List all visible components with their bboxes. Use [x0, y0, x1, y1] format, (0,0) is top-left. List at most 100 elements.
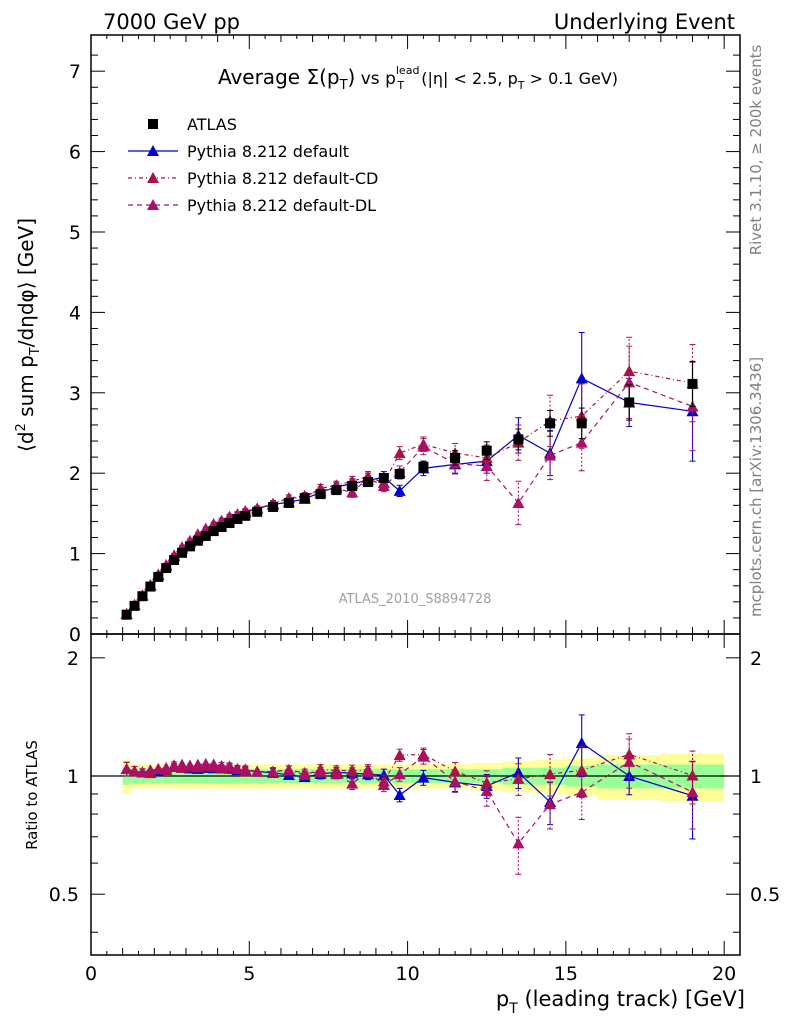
data-point [208, 526, 219, 537]
ratio-tick-label-right: 1 [750, 766, 762, 788]
y-tick-label: 1 [69, 544, 81, 566]
rivet-label: Rivet 3.1.10, ≥ 200k events [747, 45, 765, 256]
ratio-point [623, 755, 636, 767]
data-point [450, 452, 461, 463]
ratio-tick-label: 2 [67, 648, 79, 670]
title-vs-sub: T [396, 79, 404, 92]
ratio-point [239, 763, 252, 775]
ratio-point [623, 748, 636, 760]
data-point [481, 445, 492, 456]
ylabel-sub: T [28, 347, 43, 356]
data-point [393, 447, 406, 459]
y-tick-label: 4 [69, 302, 81, 324]
axis-ticks [90, 35, 740, 955]
legend-marker [147, 199, 159, 210]
data-point [252, 506, 263, 517]
data-point [575, 372, 588, 384]
x-axis-label: pT (leading track) [GeV] [496, 987, 745, 1017]
y-axis-label: ⟨d2 sum pT/dηdφ⟩ [GeV] [14, 218, 43, 452]
header-left: 7000 GeV pp [103, 10, 240, 34]
data-point [363, 477, 374, 488]
data-point [418, 461, 429, 472]
ratio-point [575, 786, 588, 798]
xlabel-tail: (leading track) [GeV] [518, 987, 745, 1011]
ratio-point [544, 798, 557, 810]
data-point [129, 600, 140, 611]
title-tail2: > 0.1 GeV) [525, 69, 619, 88]
legend-label: ATLAS [187, 115, 237, 134]
ylabel-sup: 2 [14, 423, 29, 431]
ratio-point [215, 760, 228, 772]
ratio-plot-frame [90, 633, 741, 956]
data-point [512, 496, 525, 508]
legend: ATLAS Pythia 8.212 default Pythia 8.212 de… [128, 115, 378, 215]
data-point [177, 547, 188, 558]
title-tail-sub: T [517, 79, 525, 92]
data-point [513, 434, 524, 445]
ylabel-b: sum p [14, 355, 38, 423]
ratio-point [480, 784, 493, 796]
ratio-point [512, 772, 525, 784]
ratio-point [314, 766, 327, 778]
legend-entry: Pythia 8.212 default-CD [128, 169, 378, 188]
title-vs-sup: lead [396, 64, 420, 77]
legend-entry: Pythia 8.212 default [128, 142, 349, 161]
title-average: Average [218, 65, 307, 89]
ratio-point [377, 779, 390, 791]
y-tick-label: 0 [69, 624, 81, 646]
ratio-y-axis-label: Ratio to ATLAS [23, 740, 41, 850]
data-point [393, 484, 406, 496]
x-tick-label: 10 [395, 963, 419, 985]
mcplots-label: mcplots.cern.ch [arXiv:1306.3436] [747, 357, 765, 617]
data-point [347, 481, 358, 492]
y-tick-label: 7 [69, 61, 81, 83]
ratio-tick-label: 1 [67, 766, 79, 788]
data-point [331, 485, 342, 496]
ratio-point [282, 763, 295, 775]
ratio-point [393, 768, 406, 780]
series-2 [120, 336, 699, 805]
data-point [240, 510, 251, 521]
data-point [192, 535, 203, 546]
ratio-point [393, 749, 406, 761]
x-tick-label: 5 [243, 963, 255, 985]
data-point [378, 473, 389, 484]
ratio-tick-label-right: 0.5 [750, 884, 780, 906]
data-point [169, 555, 180, 566]
legend-label: Pythia 8.212 default [187, 142, 349, 161]
header-right: Underlying Event [554, 10, 735, 34]
data-point [299, 493, 310, 504]
series-line [126, 381, 693, 615]
series-line [126, 377, 693, 615]
legend-marker [147, 145, 159, 156]
data-point [145, 581, 156, 592]
ratio-tick-label-right: 2 [750, 648, 762, 670]
data-point [121, 609, 132, 620]
plot-title: Average Σ(pT) vs plead T (|η| < 2.5, pT >… [218, 64, 618, 93]
ratio-point [544, 768, 557, 780]
ratio-point [267, 765, 280, 777]
ylabel-c: /dηdφ⟩ [GeV] [14, 218, 38, 347]
data-series [120, 331, 699, 875]
ratio-point [183, 759, 196, 771]
legend-marker [148, 119, 158, 129]
ratio-point [199, 757, 212, 769]
y-tick-label: 6 [69, 142, 81, 164]
ratio-point [417, 750, 430, 762]
series-line [126, 370, 693, 615]
data-point [417, 440, 430, 452]
ratio-point [449, 775, 462, 787]
ratio-point [346, 764, 359, 776]
ratio-point [298, 767, 311, 779]
ratio-point [512, 766, 525, 778]
legend-entry: Pythia 8.212 default-DL [128, 196, 376, 215]
data-point [545, 418, 556, 429]
data-point [232, 514, 243, 525]
title-sigma: Σ(p [306, 65, 339, 89]
data-point [268, 501, 279, 512]
data-point [480, 459, 493, 471]
ratio-point [480, 776, 493, 788]
data-point [283, 497, 294, 508]
ratio-point [686, 786, 699, 798]
